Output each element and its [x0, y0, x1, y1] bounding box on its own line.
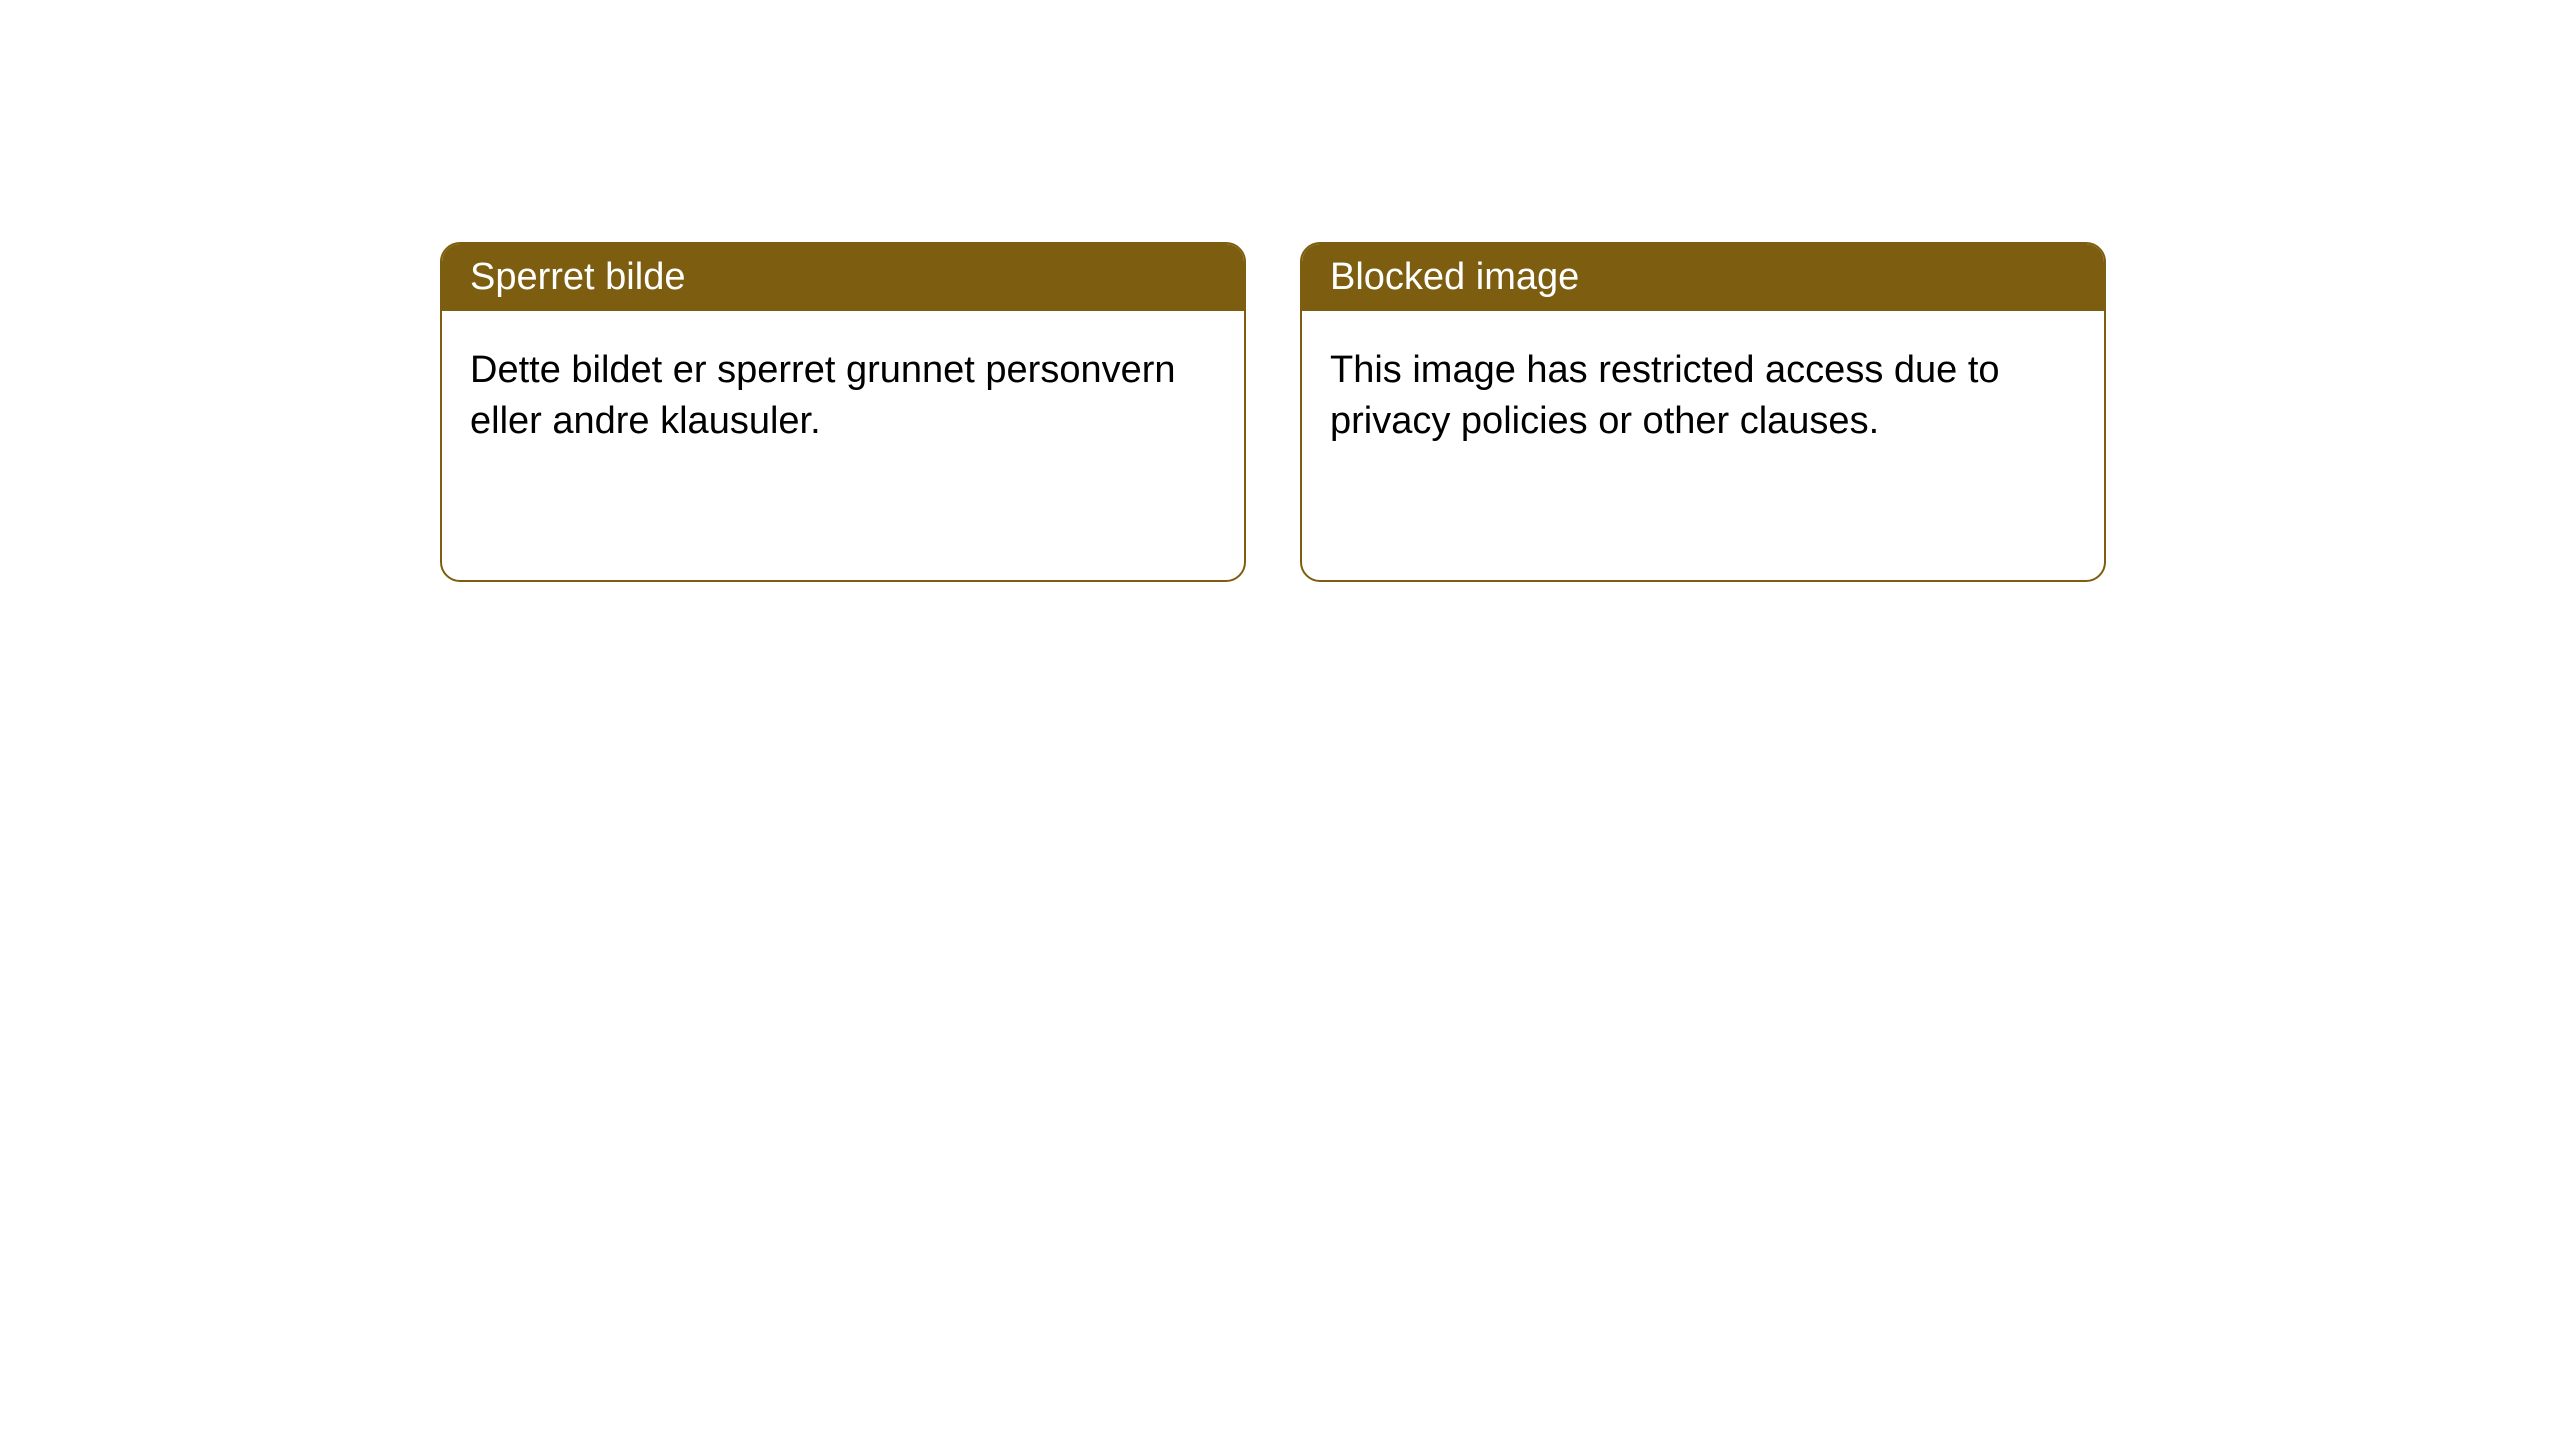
blocked-image-card-en: Blocked image This image has restricted … [1300, 242, 2106, 582]
card-header-no: Sperret bilde [442, 244, 1244, 311]
blocked-image-card-no: Sperret bilde Dette bildet er sperret gr… [440, 242, 1246, 582]
card-body-no: Dette bildet er sperret grunnet personve… [442, 311, 1244, 482]
notice-container: Sperret bilde Dette bildet er sperret gr… [0, 0, 2560, 582]
card-body-en: This image has restricted access due to … [1302, 311, 2104, 482]
card-header-en: Blocked image [1302, 244, 2104, 311]
